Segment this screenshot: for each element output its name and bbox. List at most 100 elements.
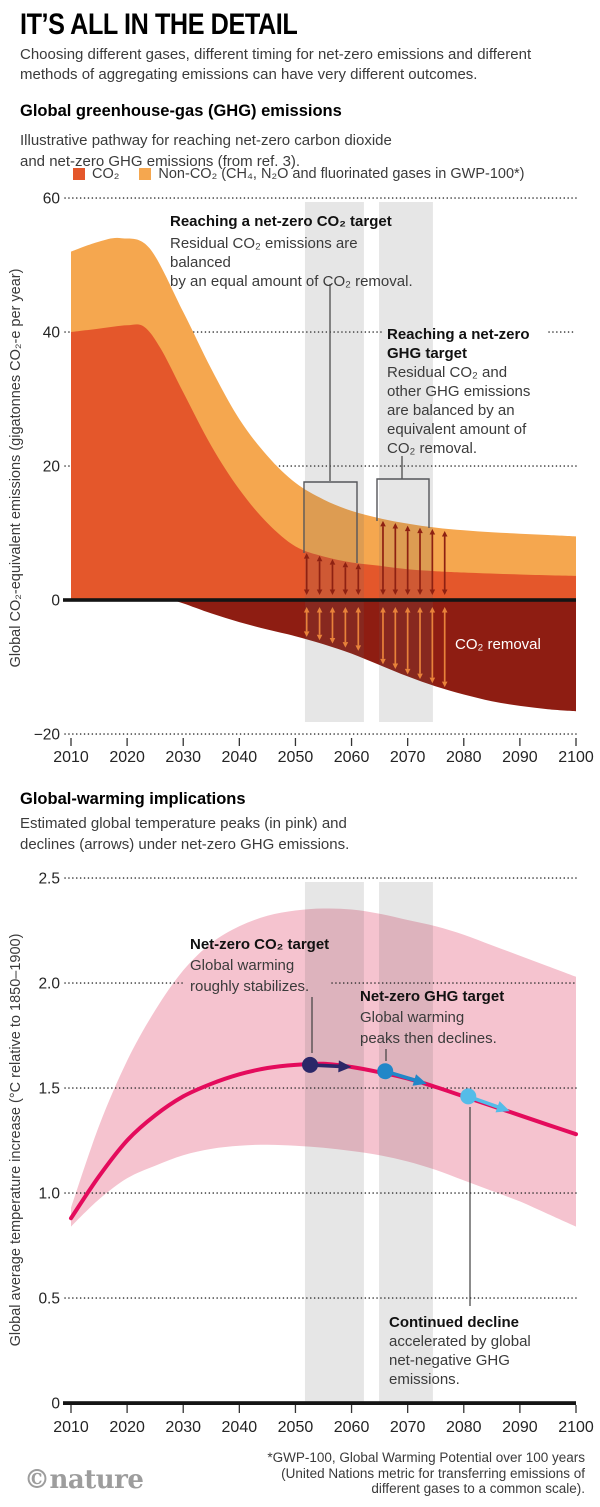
arrowhead-down-icon bbox=[441, 681, 448, 688]
arrowhead-down-icon bbox=[429, 589, 436, 595]
arrowhead-down-icon bbox=[392, 663, 399, 670]
arrowhead-up-icon bbox=[342, 607, 349, 613]
arrowhead-up-icon bbox=[417, 527, 423, 534]
arrowhead-up-icon bbox=[404, 607, 411, 613]
arrowhead-down-icon bbox=[329, 589, 336, 595]
annotation-body: Residual CO₂ and other GHG emissions are… bbox=[387, 364, 531, 457]
y-tick-label: 1.5 bbox=[38, 1081, 60, 1098]
target-marker-dot bbox=[377, 1063, 394, 1080]
highlight-band bbox=[304, 882, 364, 1403]
chart1-legend: CO₂ Non-CO₂ (CH₄, N₂O and fluorinated ga… bbox=[73, 166, 525, 182]
intro-text: Choosing different gases, different timi… bbox=[20, 46, 532, 83]
nature-logo: ©nature bbox=[24, 1465, 144, 1495]
x-tick-label: 2100 bbox=[558, 1419, 594, 1436]
arrowhead-up-icon bbox=[404, 525, 411, 532]
x-tick-label: 2070 bbox=[390, 749, 426, 766]
y-tick-label: 60 bbox=[43, 191, 61, 208]
y-tick-label: 0 bbox=[51, 1396, 60, 1413]
arrowhead-up-icon bbox=[355, 563, 362, 570]
y-tick-label: 40 bbox=[43, 325, 61, 342]
arrowhead-down-icon bbox=[355, 589, 362, 595]
arrowhead-icon bbox=[495, 1101, 510, 1113]
arrowhead-down-icon bbox=[404, 589, 411, 595]
co2-removal-label: CO₂ removal bbox=[455, 636, 541, 653]
arrowhead-down-icon bbox=[329, 638, 336, 644]
highlight-band bbox=[379, 202, 433, 722]
chart1-y-axis-label: Global CO₂-equivalent emissions (gigaton… bbox=[8, 268, 24, 668]
arrowhead-down-icon bbox=[316, 589, 323, 595]
annotation-net-zero-co2: Net-zero CO₂ target Global warming rough… bbox=[190, 934, 390, 997]
arrowhead-down-icon bbox=[380, 658, 386, 665]
annotation-title: Reaching a net-zero CO₂ target bbox=[170, 213, 392, 230]
y-tick-label: 2.0 bbox=[38, 976, 60, 993]
arrowhead-up-icon bbox=[329, 559, 336, 565]
page-title: IT’S ALL IN THE DETAIL bbox=[20, 8, 298, 41]
y-tick-label: 20 bbox=[43, 459, 61, 476]
annotation-body: Global warming roughly stabilizes. bbox=[190, 957, 310, 995]
x-tick-label: 2070 bbox=[390, 1419, 426, 1436]
arrowhead-down-icon bbox=[429, 677, 436, 684]
non-co2-legend-swatch bbox=[139, 168, 152, 180]
x-tick-label: 2100 bbox=[558, 749, 594, 766]
arrowhead-up-icon bbox=[380, 607, 386, 613]
annotation-net-zero-co2-target: Reaching a net-zero CO₂ target Residual … bbox=[170, 212, 420, 291]
x-tick-label: 2010 bbox=[53, 1419, 89, 1436]
arrowhead-up-icon bbox=[329, 607, 336, 613]
x-tick-label: 2050 bbox=[278, 1419, 314, 1436]
co2-removal-area bbox=[172, 600, 576, 712]
x-tick-label: 2060 bbox=[334, 1419, 370, 1436]
x-tick-label: 2040 bbox=[222, 1419, 258, 1436]
x-tick-label: 2030 bbox=[165, 1419, 201, 1436]
arrowhead-up-icon bbox=[392, 607, 399, 613]
arrowhead-down-icon bbox=[342, 589, 349, 595]
arrowhead-down-icon bbox=[417, 673, 423, 680]
annotation-body: accelerated by global net-negative GHG e… bbox=[389, 1333, 531, 1388]
annotation-title: Net-zero GHG target bbox=[360, 988, 505, 1005]
bracket bbox=[303, 481, 358, 563]
arrowhead-up-icon bbox=[441, 607, 448, 613]
arrowhead-up-icon bbox=[303, 553, 310, 559]
arrowhead-up-icon bbox=[417, 607, 423, 613]
arrowhead-up-icon bbox=[429, 528, 436, 535]
arrowhead-down-icon bbox=[404, 668, 411, 675]
highlight-band bbox=[304, 202, 364, 722]
chart1-description: Illustrative pathway for reaching net-ze… bbox=[20, 132, 392, 170]
chart1-heading: Global greenhouse-gas (GHG) emissions bbox=[20, 102, 342, 120]
arrowhead-icon bbox=[338, 1060, 352, 1073]
arrowhead-up-icon bbox=[355, 607, 362, 613]
bracket bbox=[376, 478, 430, 528]
annotation-body: Residual CO₂ emissions are balanced by a… bbox=[170, 235, 413, 290]
y-tick-label: 2.5 bbox=[38, 871, 60, 888]
uncertainty-band bbox=[71, 908, 576, 1227]
x-tick-label: 2060 bbox=[334, 749, 370, 766]
chart2-y-axis-label: Global average temperature increase (°C … bbox=[8, 933, 24, 1347]
annotation-title: Net-zero CO₂ target bbox=[190, 936, 330, 953]
y-tick-label: −20 bbox=[34, 727, 61, 744]
arrowhead-up-icon bbox=[441, 530, 448, 537]
x-tick-label: 2080 bbox=[446, 749, 482, 766]
arrowhead-down-icon bbox=[355, 645, 362, 651]
annotation-title: Continued decline bbox=[389, 1314, 520, 1331]
target-marker-dot bbox=[460, 1088, 477, 1105]
arrowhead-down-icon bbox=[392, 589, 399, 595]
annotation-title: Reaching a net-zero GHG target bbox=[387, 326, 530, 362]
arrowhead-up-icon bbox=[380, 520, 386, 527]
annotation-net-zero-ghg: Net-zero GHG target Global warming peaks… bbox=[360, 986, 560, 1049]
arrowhead-up-icon bbox=[429, 607, 436, 613]
arrowhead-up-icon bbox=[392, 522, 399, 529]
x-tick-label: 2040 bbox=[222, 749, 258, 766]
x-tick-label: 2020 bbox=[109, 1419, 145, 1436]
x-tick-label: 2020 bbox=[109, 749, 145, 766]
co2-area bbox=[71, 324, 576, 599]
arrowhead-down-icon bbox=[417, 589, 423, 595]
annotation-continued-decline: Continued decline accelerated by global … bbox=[389, 1313, 569, 1389]
co2-legend-swatch bbox=[73, 168, 85, 180]
y-tick-label: 0.5 bbox=[38, 1291, 60, 1308]
arrowhead-down-icon bbox=[380, 589, 386, 595]
highlight-band bbox=[379, 882, 433, 1403]
arrowhead-down-icon bbox=[441, 589, 448, 595]
chart2-heading: Global-warming implications bbox=[20, 790, 246, 808]
arrowhead-down-icon bbox=[316, 634, 323, 641]
